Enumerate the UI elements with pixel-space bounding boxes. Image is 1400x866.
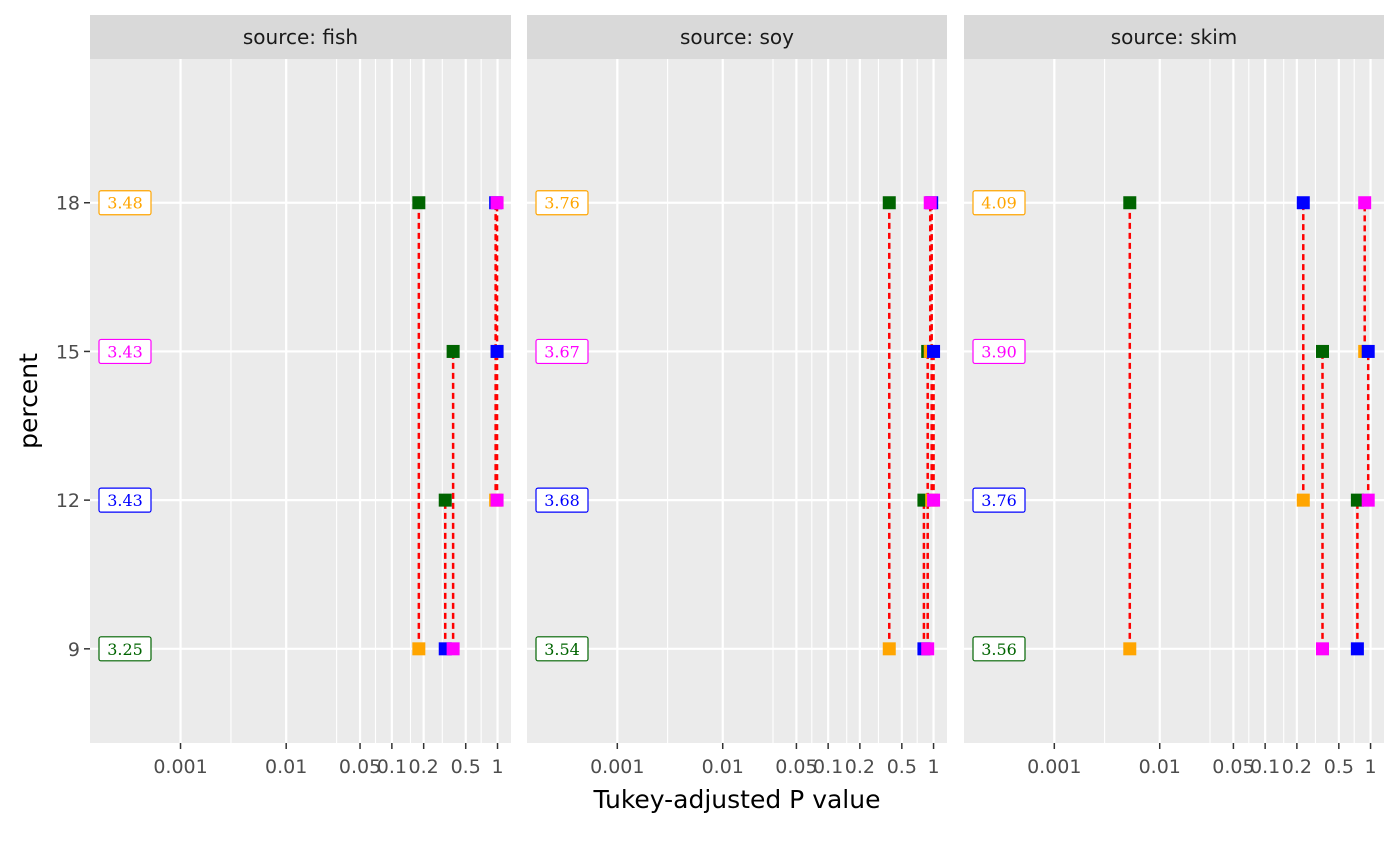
emmean-label-box xyxy=(972,487,1026,513)
y-tick-label: 12 xyxy=(56,490,80,512)
comparison-point xyxy=(446,642,460,656)
x-tick-label: 0.2 xyxy=(1282,756,1312,778)
comparison-point xyxy=(1350,642,1364,656)
comparison-point xyxy=(882,196,896,210)
x-tick-label: 0.05 xyxy=(775,756,817,778)
comparison-point xyxy=(438,493,452,507)
emmean-label: 3.48 xyxy=(107,194,143,213)
x-tick-label: 0.1 xyxy=(1250,756,1280,778)
x-tick-label: 0.2 xyxy=(409,756,439,778)
emmean-label-box xyxy=(972,636,1026,662)
x-tick-label: 0.001 xyxy=(153,756,207,778)
x-tick-label: 1 xyxy=(928,756,940,778)
comparison-point xyxy=(927,344,941,358)
emmean-label: 3.76 xyxy=(544,194,580,213)
emmean-label: 3.54 xyxy=(544,640,580,659)
panel-3: source: skim 4.09 3.90 3.76 3.56 0.001 0.01 0.0… xyxy=(964,15,1384,778)
emmean-label-box xyxy=(535,338,589,365)
x-tick-label: 0.01 xyxy=(265,756,307,778)
comparison-point xyxy=(490,196,504,210)
x-tick-label: 0.01 xyxy=(702,756,744,778)
emmean-label-box xyxy=(98,190,152,216)
emmean-label: 3.43 xyxy=(107,342,143,361)
x-tick-label: 1 xyxy=(491,756,503,778)
facet-strip xyxy=(527,15,947,59)
comparison-point xyxy=(882,642,896,656)
y-tick-label: 9 xyxy=(68,639,80,661)
comparison-point xyxy=(412,196,426,210)
x-tick-label: 0.001 xyxy=(590,756,644,778)
x-axis-title: Tukey-adjusted P value xyxy=(593,785,881,814)
emmean-label-box xyxy=(535,487,589,513)
comparison-point xyxy=(1358,196,1372,210)
comparison-point xyxy=(412,642,426,656)
comparison-point xyxy=(1315,642,1329,656)
x-tick-label: 0.5 xyxy=(1324,756,1354,778)
x-tick-label: 0.5 xyxy=(451,756,481,778)
emmean-label-box xyxy=(972,338,1026,365)
emmean-label-box xyxy=(98,338,152,365)
comparison-point xyxy=(927,493,941,507)
emmean-label-box xyxy=(98,487,152,513)
emmean-label: 4.09 xyxy=(981,194,1017,213)
facet-strip-label: source: skim xyxy=(1111,25,1238,49)
comparison-point xyxy=(921,642,935,656)
x-tick-label: 0.1 xyxy=(377,756,407,778)
panel-2: source: soy 3.76 3.67 3.68 3.54 0.001 0.01 0.05… xyxy=(527,15,947,778)
comparison-point xyxy=(1361,493,1375,507)
comparison-point xyxy=(1123,642,1137,656)
comparison-point xyxy=(1315,344,1329,358)
comparison-point xyxy=(490,344,504,358)
comparison-point xyxy=(446,344,460,358)
emmean-label: 3.76 xyxy=(981,491,1017,510)
emmean-label: 3.43 xyxy=(107,491,143,510)
y-axis-title: percent xyxy=(14,353,43,449)
x-tick-label: 0.05 xyxy=(339,756,381,778)
x-tick-label: 0.001 xyxy=(1027,756,1081,778)
emmean-label-box xyxy=(972,190,1026,216)
x-tick-label: 0.5 xyxy=(887,756,917,778)
facet-strip-label: source: fish xyxy=(243,25,358,49)
comparison-point xyxy=(490,493,504,507)
y-tick-label: 15 xyxy=(56,341,80,363)
panel-background xyxy=(90,59,511,743)
x-tick-label: 0.1 xyxy=(813,756,843,778)
x-tick-label: 0.01 xyxy=(1139,756,1181,778)
comparison-point xyxy=(1361,344,1375,358)
emmean-label: 3.68 xyxy=(544,491,580,510)
emmean-label-box xyxy=(98,636,152,662)
x-tick-label: 1 xyxy=(1365,756,1377,778)
panel-1: source: fish 3.48 3.43 3.43 3.25 0.001 0.01 0.0… xyxy=(90,15,511,778)
emmean-label-box xyxy=(535,190,589,216)
comparison-point xyxy=(1296,196,1310,210)
emmean-label: 3.67 xyxy=(544,342,580,361)
y-tick-label: 18 xyxy=(56,193,80,215)
panel-background xyxy=(527,59,947,743)
x-tick-label: 0.2 xyxy=(845,756,875,778)
facet-strip xyxy=(90,15,511,59)
facet-strip-label: source: soy xyxy=(680,25,794,49)
panel-background xyxy=(964,59,1384,743)
x-tick-label: 0.05 xyxy=(1212,756,1254,778)
facet-strip xyxy=(964,15,1384,59)
comparison-point xyxy=(1123,196,1137,210)
emmean-label: 3.25 xyxy=(107,640,143,659)
emmean-label: 3.90 xyxy=(981,342,1017,361)
comparison-point xyxy=(923,196,937,210)
emmean-label: 3.56 xyxy=(981,640,1017,659)
emmean-label-box xyxy=(535,636,589,662)
comparison-point xyxy=(1350,493,1364,507)
comparison-point xyxy=(1296,493,1310,507)
